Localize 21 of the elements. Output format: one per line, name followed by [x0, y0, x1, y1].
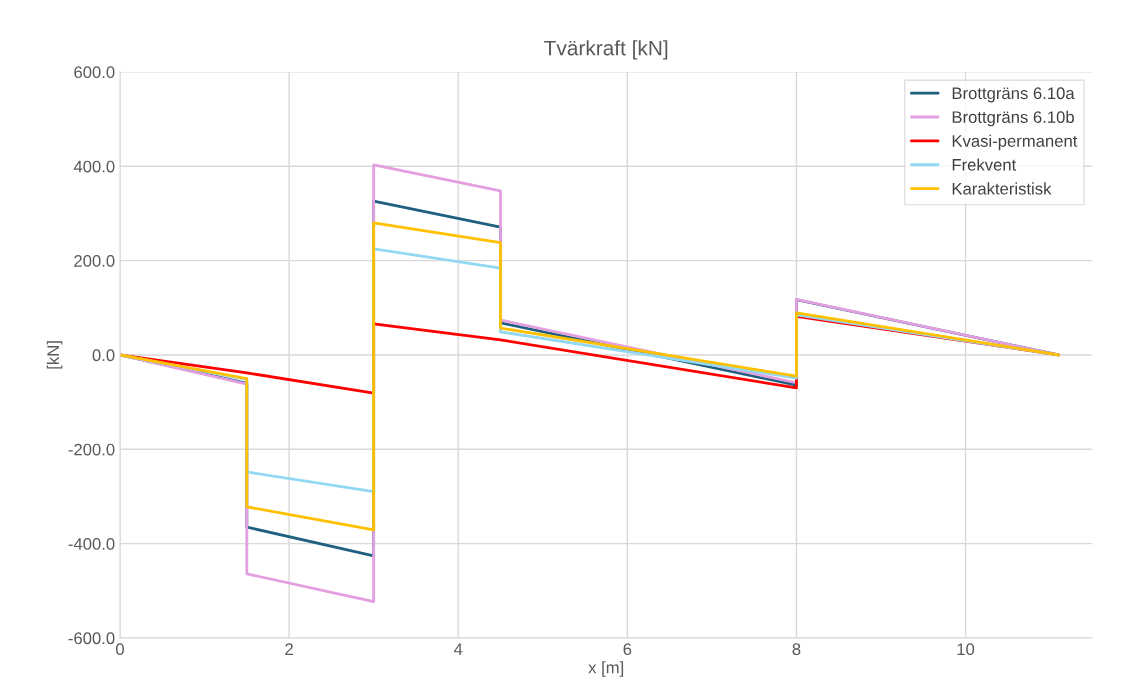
y-tick-label: 0.0 — [92, 349, 115, 362]
y-tick-label: -600.0 — [68, 632, 115, 645]
y-tick-label: 400.0 — [73, 160, 115, 173]
legend-label: Brottgräns 6.10a — [952, 87, 1075, 103]
y-tick-label: -400.0 — [68, 538, 115, 550]
chart-title: Tvärkraft [kN] — [544, 40, 668, 60]
x-tick-label: 8 — [792, 643, 801, 656]
legend-label: Kvasi-permanent — [952, 134, 1078, 151]
x-axis-title: x [m] — [588, 661, 624, 677]
legend-label: Brottgräns 6.10b — [952, 110, 1074, 127]
x-tick-label: 0 — [116, 643, 124, 656]
x-tick-label: 2 — [285, 643, 293, 655]
x-tick-label: 4 — [453, 643, 463, 655]
y-axis-title: [kN] — [46, 341, 63, 369]
y-tick-label: 600.0 — [74, 66, 115, 79]
legend-label: Karakteristisk — [952, 182, 1052, 195]
y-tick-label: -200.0 — [68, 443, 115, 456]
y-tick-label: 200.0 — [74, 254, 115, 267]
legend-label: Frekvent — [952, 158, 1017, 171]
x-tick-label: 6 — [623, 643, 632, 656]
x-tick-label: 10 — [957, 643, 975, 656]
